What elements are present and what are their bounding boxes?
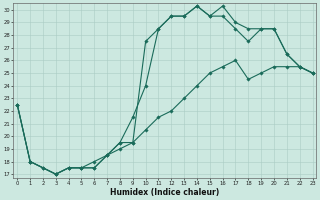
X-axis label: Humidex (Indice chaleur): Humidex (Indice chaleur): [110, 188, 220, 197]
